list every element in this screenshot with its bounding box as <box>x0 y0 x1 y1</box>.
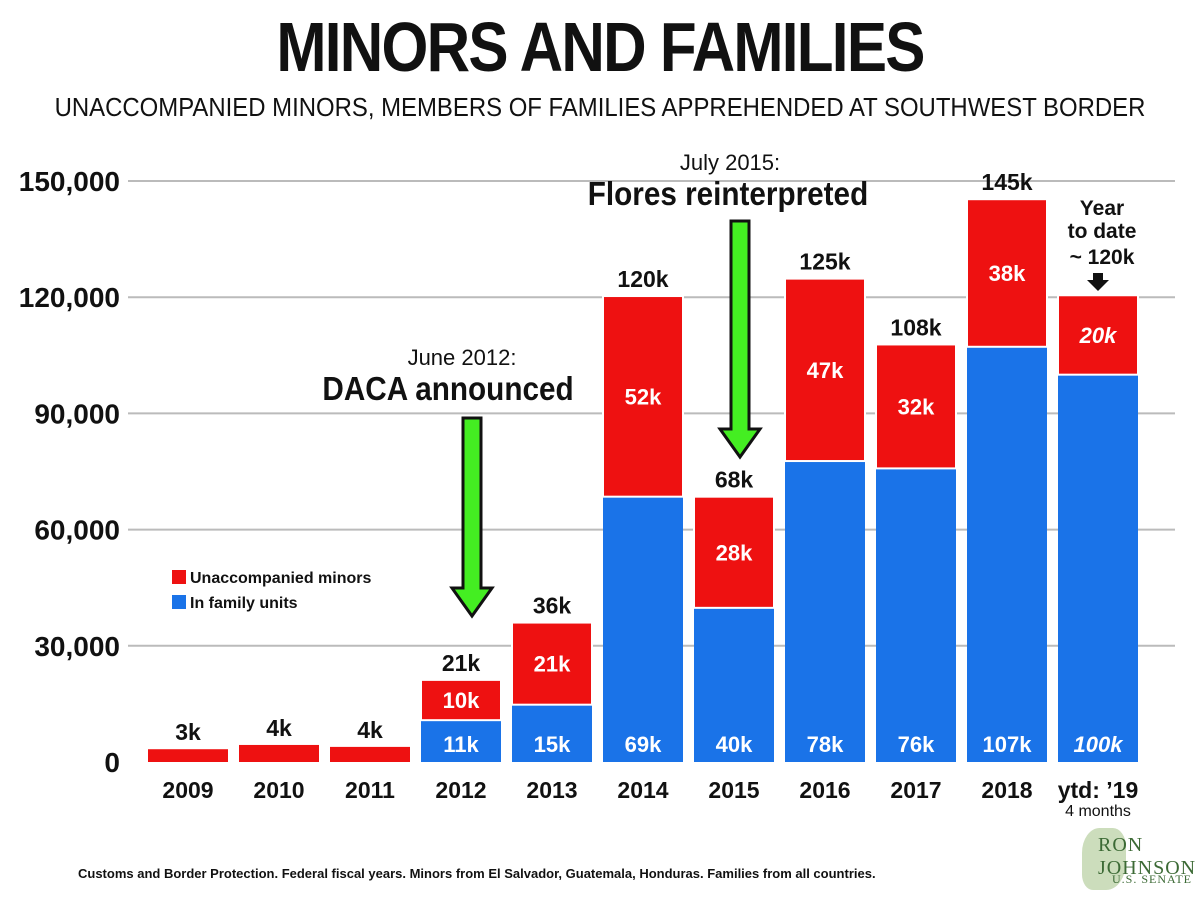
family-value-label: 40k <box>716 732 753 757</box>
bar-family <box>694 607 774 762</box>
bar-family <box>876 468 956 762</box>
bar-unaccompanied <box>693 495 775 609</box>
daca-annotation-title: DACA announced <box>322 371 573 408</box>
ytd-annotation-line1: Year <box>1080 197 1124 220</box>
flores-arrow <box>717 219 763 460</box>
x-tick-label: 2010 <box>253 777 304 803</box>
family-value-label: 107k <box>983 732 1033 757</box>
flores-annotation-date: July 2015: <box>680 150 780 175</box>
x-tick-label: 2015 <box>708 777 759 803</box>
source-footnote: Customs and Border Protection. Federal f… <box>78 866 876 881</box>
y-tick-label: 150,000 <box>19 166 120 197</box>
flores-annotation-title: Flores reinterpreted <box>588 176 868 213</box>
total-value-label: 68k <box>715 467 754 493</box>
bar-family <box>967 346 1047 762</box>
legend-swatch-unaccompanied <box>172 570 186 584</box>
total-value-label: 120k <box>617 266 668 292</box>
legend-label-unaccompanied: Unaccompanied minors <box>190 570 371 587</box>
family-value-label: 78k <box>807 732 844 757</box>
bar-family <box>1058 374 1138 762</box>
unaccompanied-value-label: 38k <box>989 261 1026 286</box>
x-tick-label: 2018 <box>981 777 1032 803</box>
x-tick-label: 2017 <box>890 777 941 803</box>
unaccompanied-value-label: 21k <box>534 652 571 677</box>
ytd-arrow <box>1087 273 1109 291</box>
total-value-label: 36k <box>533 593 572 619</box>
legend-swatch-family <box>172 595 186 609</box>
bar-family <box>421 720 501 762</box>
family-value-label: 15k <box>534 732 571 757</box>
bar-unaccompanied <box>330 746 410 762</box>
bar-family <box>785 461 865 762</box>
total-value-label: 21k <box>442 650 481 676</box>
unaccompanied-value-label: 47k <box>807 358 844 383</box>
x-tick-label: 2016 <box>799 777 850 803</box>
daca-arrow <box>449 416 495 619</box>
bar-unaccompanied <box>148 749 228 762</box>
total-value-label: 4k <box>357 717 383 743</box>
family-value-label: 76k <box>898 732 935 757</box>
x-tick-label: 2012 <box>435 777 486 803</box>
bar-family <box>603 496 683 762</box>
family-value-label: 11k <box>443 732 479 757</box>
bar-family <box>512 704 592 762</box>
wisconsin-state-shape <box>1082 828 1126 890</box>
y-tick-label: 120,000 <box>19 282 120 313</box>
unaccompanied-value-label: 20k <box>1079 323 1118 348</box>
total-value-label: 108k <box>890 314 941 340</box>
family-value-label: 100k <box>1074 732 1125 757</box>
x-tick-note: 4 months <box>1065 803 1131 820</box>
bar-unaccompanied <box>511 621 593 706</box>
bar-unaccompanied <box>602 295 684 498</box>
chart-title: MINORS AND FAMILIES <box>276 8 925 86</box>
y-tick-label: 60,000 <box>34 515 120 546</box>
unaccompanied-value-label: 52k <box>625 384 662 409</box>
daca-annotation-date: June 2012: <box>408 345 517 370</box>
x-tick-label: 2009 <box>162 777 213 803</box>
bar-unaccompanied <box>966 198 1048 348</box>
unaccompanied-value-label: 32k <box>898 394 935 419</box>
ytd-annotation-line2: to date <box>1068 220 1137 243</box>
y-tick-label: 30,000 <box>34 631 120 662</box>
unaccompanied-value-label: 28k <box>716 540 753 565</box>
family-value-label: 69k <box>625 732 662 757</box>
logo-subtitle: U.S. SENATE <box>1112 872 1193 886</box>
x-tick-label: 2014 <box>617 777 668 803</box>
total-value-label: 4k <box>266 715 292 741</box>
total-value-label: 3k <box>175 719 201 745</box>
bar-unaccompanied <box>239 744 319 762</box>
total-value-label: 145k <box>981 169 1032 195</box>
y-tick-label: 90,000 <box>34 398 120 429</box>
logo-name: RON JOHNSON <box>1098 834 1197 879</box>
x-tick-label: ytd: ’19 <box>1058 777 1139 803</box>
x-tick-label: 2011 <box>345 777 395 803</box>
total-value-label: 125k <box>799 249 850 275</box>
bar-unaccompanied <box>1057 294 1139 376</box>
bar-unaccompanied <box>784 277 866 463</box>
senate-logo: RON JOHNSON U.S. SENATE <box>1082 828 1197 894</box>
x-tick-label: 2013 <box>526 777 577 803</box>
ytd-annotation-line3: ~ 120k <box>1070 246 1135 269</box>
unaccompanied-value-label: 10k <box>443 688 480 713</box>
y-tick-label: 0 <box>104 747 120 778</box>
bar-unaccompanied <box>420 678 502 722</box>
legend-label-family: In family units <box>190 595 298 612</box>
bar-unaccompanied <box>875 343 957 470</box>
chart-subtitle: UNACCOMPANIED MINORS, MEMBERS OF FAMILIE… <box>54 92 1146 122</box>
